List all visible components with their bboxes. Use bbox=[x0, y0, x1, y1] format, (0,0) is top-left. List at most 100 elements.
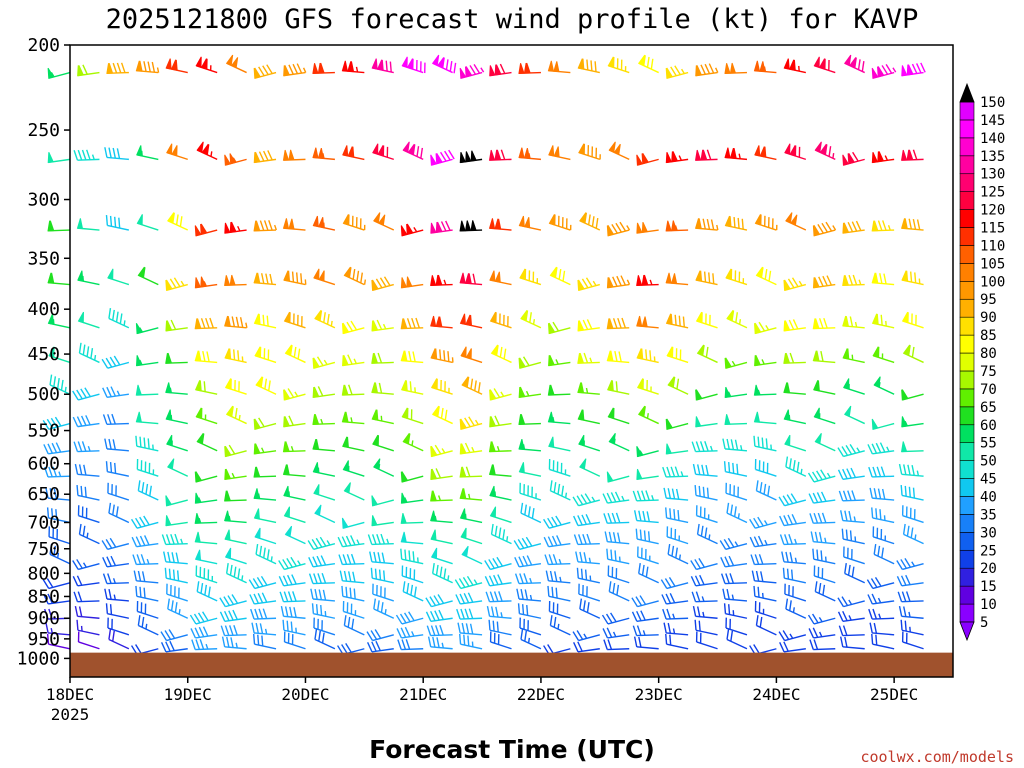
wind-barb bbox=[400, 492, 424, 504]
barb-feather bbox=[460, 608, 465, 620]
y-tick-label: 750 bbox=[27, 539, 60, 560]
barb-half-feather bbox=[878, 381, 881, 388]
wind-barb bbox=[577, 352, 600, 364]
barb-pennant bbox=[342, 214, 349, 226]
barb-feather bbox=[400, 627, 407, 638]
wind-barb bbox=[43, 593, 71, 605]
barb-half-feather bbox=[734, 541, 739, 547]
barb-feather bbox=[78, 65, 84, 76]
barb-feather bbox=[650, 58, 654, 70]
wind-barb bbox=[366, 640, 394, 653]
barb-staff bbox=[696, 515, 718, 524]
barb-feather bbox=[905, 591, 911, 602]
y-tick-label: 600 bbox=[27, 454, 60, 475]
barb-half-feather bbox=[761, 592, 764, 599]
barb-half-feather bbox=[317, 467, 320, 473]
wind-barb bbox=[635, 528, 659, 545]
barb-feather bbox=[404, 626, 411, 638]
barb-half-feather bbox=[356, 539, 360, 545]
barb-feather bbox=[844, 510, 848, 522]
barb-feather bbox=[642, 378, 644, 390]
barb-half-feather bbox=[145, 623, 148, 630]
wind-barb bbox=[283, 388, 306, 401]
colorbar-swatch bbox=[959, 209, 975, 228]
wind-barb bbox=[783, 277, 807, 291]
barb-feather bbox=[646, 511, 650, 522]
barb-feather bbox=[321, 632, 325, 644]
barb-half-feather bbox=[887, 225, 891, 231]
barb-feather bbox=[726, 629, 730, 640]
barb-staff bbox=[283, 615, 306, 619]
colorbar-swatch bbox=[959, 137, 975, 157]
barb-feather bbox=[111, 413, 116, 425]
barb-half-feather bbox=[169, 387, 172, 393]
barb-feather bbox=[873, 622, 878, 634]
barb-feather bbox=[727, 537, 735, 548]
wind-barb bbox=[636, 274, 659, 287]
barb-feather bbox=[674, 314, 677, 326]
barb-half-feather bbox=[832, 225, 837, 231]
barb-feather bbox=[469, 315, 473, 326]
barb-feather bbox=[548, 458, 551, 470]
barb-feather bbox=[572, 496, 580, 507]
barb-feather bbox=[847, 490, 852, 501]
barb-feather bbox=[876, 313, 879, 325]
barb-feather bbox=[464, 442, 471, 453]
wind-barb bbox=[400, 513, 424, 524]
barb-feather bbox=[465, 66, 473, 76]
barb-feather bbox=[699, 270, 703, 282]
wind-barb bbox=[518, 414, 541, 426]
wind-barb bbox=[48, 526, 71, 545]
wind-barb bbox=[778, 493, 807, 507]
barb-feather bbox=[696, 606, 701, 617]
barb-feather bbox=[170, 319, 177, 330]
colorbar-legend: 5101520253035404550556065707580859095100… bbox=[959, 82, 1005, 642]
colorbar-label: 65 bbox=[980, 400, 997, 416]
barb-pennant bbox=[402, 141, 410, 153]
barb-pennant bbox=[430, 154, 437, 166]
barb-feather bbox=[636, 625, 642, 636]
barb-feather bbox=[465, 466, 471, 477]
barb-feather bbox=[143, 535, 150, 546]
barb-pennant bbox=[671, 273, 678, 285]
barb-half-feather bbox=[649, 555, 651, 561]
wind-barb bbox=[219, 594, 247, 608]
wind-barb bbox=[194, 492, 218, 504]
barb-feather bbox=[254, 608, 259, 620]
barb-feather bbox=[169, 278, 177, 289]
barb-half-feather bbox=[775, 224, 778, 231]
barb-feather bbox=[638, 636, 642, 648]
barb-feather bbox=[755, 615, 759, 626]
barb-feather bbox=[847, 564, 851, 576]
barb-feather bbox=[77, 591, 83, 602]
barb-feather bbox=[838, 490, 844, 502]
barb-feather bbox=[880, 528, 883, 540]
barb-feather bbox=[822, 584, 826, 596]
wind-barb bbox=[696, 344, 718, 364]
wind-barb bbox=[810, 531, 836, 545]
barb-feather bbox=[611, 566, 614, 578]
barb-feather bbox=[868, 608, 873, 620]
barb-feather bbox=[820, 351, 824, 362]
wind-barb bbox=[871, 272, 895, 286]
credit-link[interactable]: coolwx.com/models bbox=[860, 748, 1014, 766]
barb-feather bbox=[284, 441, 290, 452]
wind-barb bbox=[636, 315, 659, 329]
wind-barb bbox=[282, 441, 306, 453]
barb-feather bbox=[708, 63, 715, 74]
barb-half-feather bbox=[384, 609, 387, 615]
wind-barb bbox=[518, 62, 541, 75]
wind-barb bbox=[49, 374, 71, 395]
barb-pennant bbox=[524, 217, 531, 229]
wind-barb bbox=[663, 487, 689, 501]
wind-barb bbox=[784, 434, 807, 452]
wind-barb bbox=[783, 352, 806, 364]
wind-barb bbox=[135, 435, 159, 452]
barb-feather bbox=[910, 527, 914, 538]
barb-feather bbox=[640, 348, 644, 360]
barb-feather bbox=[196, 581, 200, 592]
barb-half-feather bbox=[848, 383, 850, 390]
barb-feather bbox=[219, 597, 226, 607]
barb-feather bbox=[267, 380, 271, 391]
barb-feather bbox=[77, 441, 83, 452]
